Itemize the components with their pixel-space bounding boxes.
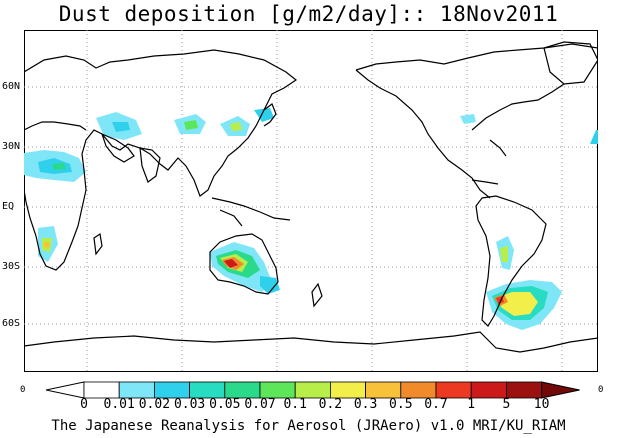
coastlines: [24, 41, 598, 353]
colorbar-tick-label: 0.01: [103, 397, 135, 412]
colorbar-cell: [189, 381, 226, 399]
colorbar-arrow-high: [541, 381, 580, 399]
map-panel: 60N 30N EQ 30S 60S: [2, 30, 598, 372]
colorbar-cell: [294, 381, 331, 399]
colorbar-tick-label: 0.02: [138, 397, 171, 412]
colorbar-cell: [118, 381, 155, 399]
colorbar-tick-label: 0.1: [283, 397, 307, 412]
colorbar-arrow-low: [46, 381, 85, 399]
colorbar: [46, 381, 580, 399]
credit-footer: The Japanese Reanalysis for Aerosol (JRA…: [51, 418, 566, 434]
colorbar-tick-label: 5: [502, 397, 511, 412]
colorbar-tick-label: 0: [80, 397, 88, 412]
colorbar-left-label: 0: [20, 385, 26, 395]
colorbar-cell: [329, 381, 366, 399]
colorbar-cell: [435, 381, 472, 399]
colorbar-cell: [83, 381, 120, 399]
lat-label-30s: 30S: [2, 261, 21, 272]
colorbar-tick-label: 0.7: [424, 397, 448, 412]
lat-label-30n: 30N: [2, 141, 21, 152]
colorbar-cell: [154, 381, 191, 399]
colorbar-cell: [400, 381, 437, 399]
colorbar-tick-label: 0.03: [173, 397, 206, 412]
world-map: [24, 30, 598, 372]
colorbar-tick-label: 0.05: [209, 397, 241, 412]
colorbar-cell: [224, 381, 261, 399]
colorbar-tick-label: 10: [533, 397, 550, 412]
lat-label-eq: EQ: [2, 201, 15, 212]
colorbar-cells: [46, 381, 580, 399]
colorbar-cell: [365, 381, 402, 399]
colorbar-tick-label: 0.5: [389, 397, 413, 412]
colorbar-right-label: 0: [598, 385, 604, 395]
colorbar-cell: [505, 381, 542, 399]
colorbar-tick-label: 1: [467, 397, 476, 412]
colorbar-cell: [259, 381, 296, 399]
lat-label-60s: 60S: [2, 318, 21, 329]
colorbar-cell: [470, 381, 507, 399]
graticule: [24, 30, 598, 372]
dust-shading: [24, 108, 598, 330]
colorbar-tick-label: 0.07: [244, 397, 276, 412]
colorbar-tick-label: 0.2: [318, 397, 343, 412]
map-title: Dust deposition [g/m2/day]:: 18Nov2011: [58, 2, 559, 26]
colorbar-tick-label: 0.3: [353, 397, 378, 412]
lat-label-60n: 60N: [2, 81, 21, 92]
